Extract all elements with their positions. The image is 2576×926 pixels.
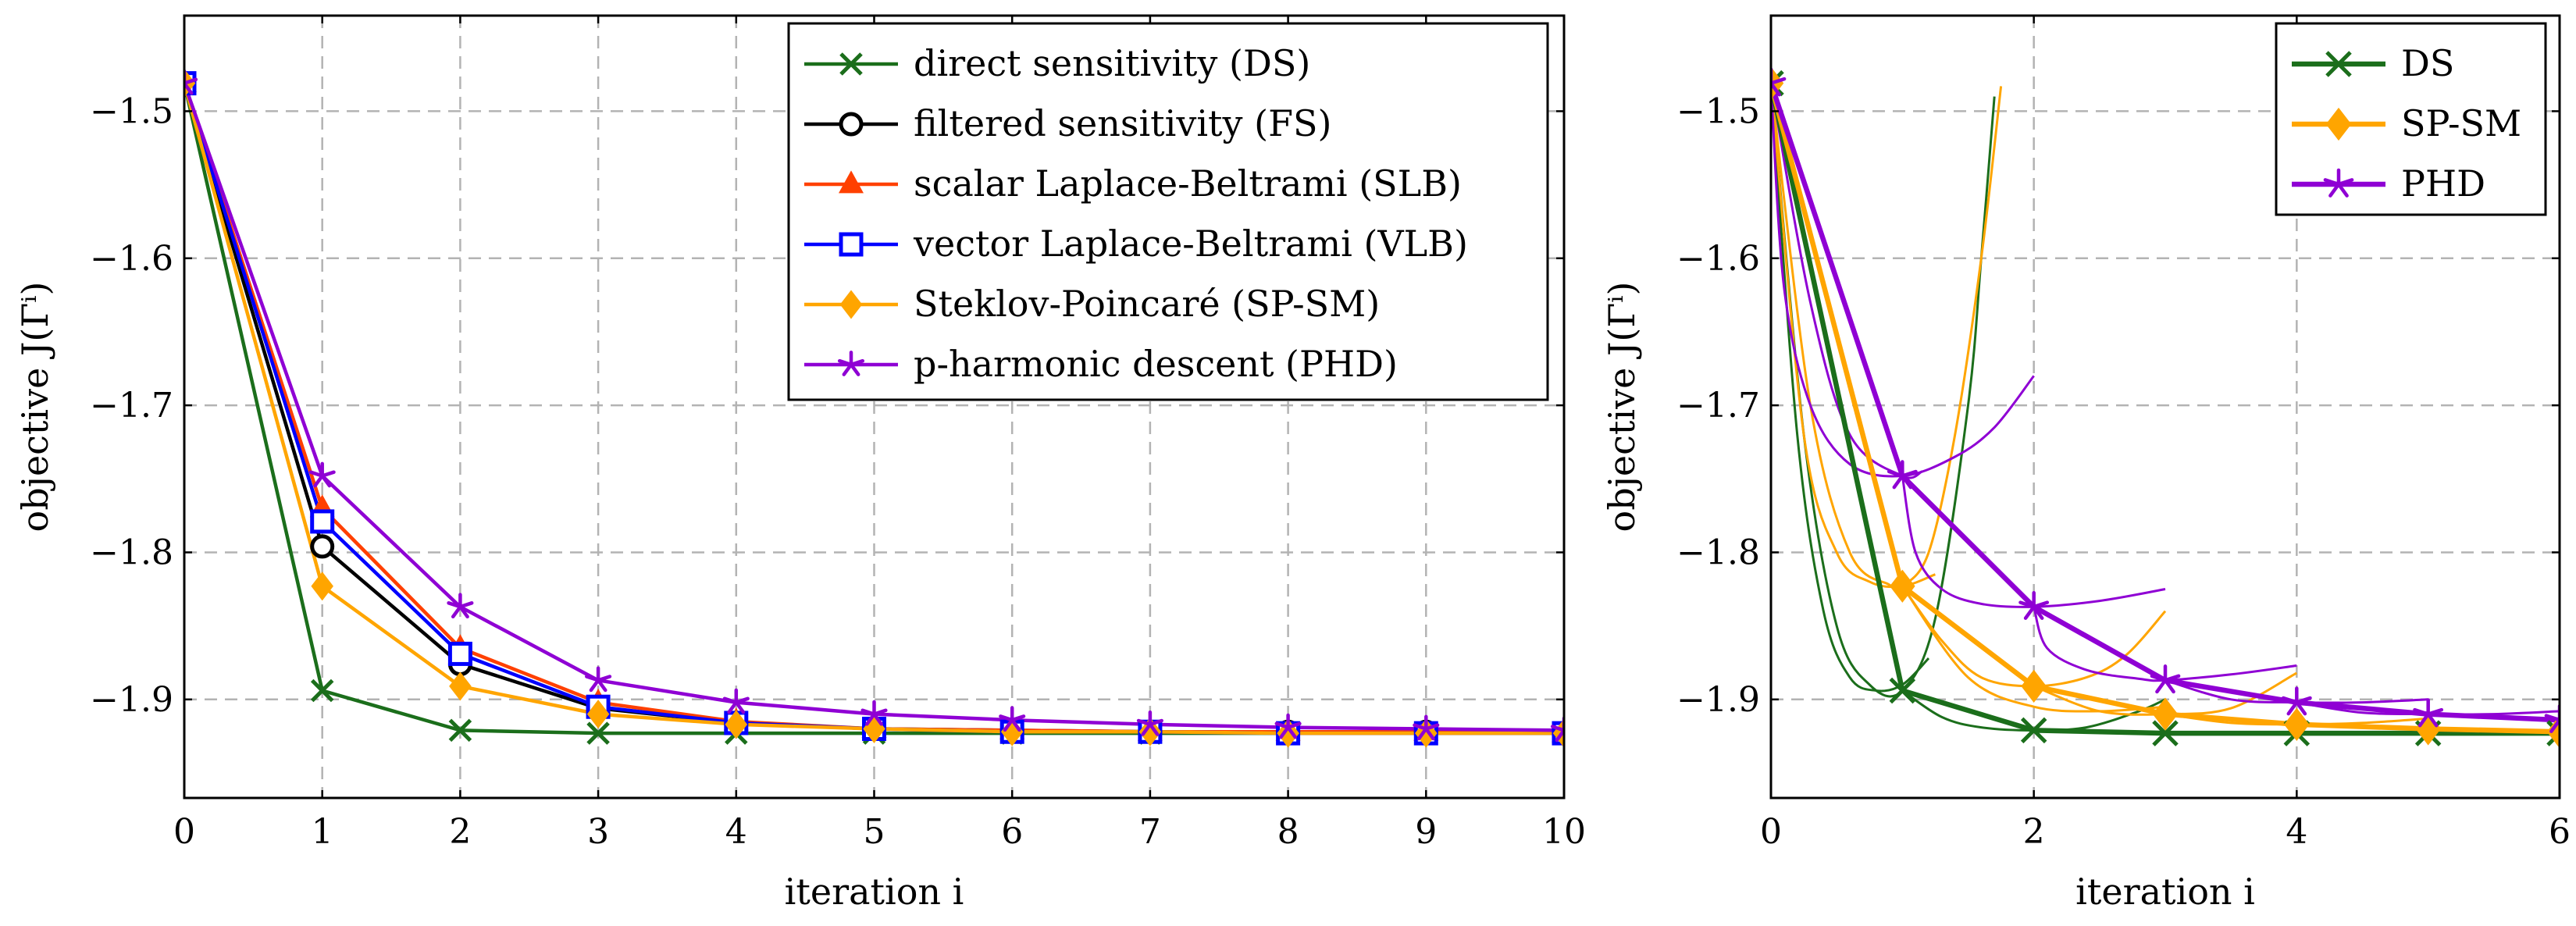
data-point-s4	[447, 641, 472, 666]
x-tick-label: 9	[1415, 812, 1437, 852]
x-tick-label: 2	[2023, 812, 2045, 852]
legend-entry-label: SP-SM	[2401, 102, 2521, 144]
line-search-curve-ds	[1771, 83, 1930, 693]
y-tick-label: −1.5	[90, 91, 173, 131]
data-point-s6	[447, 593, 474, 619]
data-point-s6	[860, 700, 888, 726]
x-tick-label: 6	[1001, 812, 1023, 852]
plot-frame	[1769, 14, 2561, 800]
x-tick-label: 8	[1277, 812, 1299, 852]
data-point-s5	[1138, 717, 1162, 746]
data-point-s6	[1413, 714, 1440, 741]
x-tick-label: 3	[587, 812, 609, 852]
data-point-s2	[1771, 66, 1784, 100]
data-point-s6	[722, 688, 750, 714]
y-tick-label: −1.5	[1676, 91, 1760, 131]
chart-1: 0 1 2 3 4 5 6 7 8 9 10 −1.5 −1.6 −1.7 −1.8 −1.9 iteratio…	[14, 14, 1586, 913]
x-tick-label: 10	[1542, 812, 1586, 852]
data-point-s3	[2018, 590, 2050, 620]
legend-marker	[839, 170, 864, 194]
x-axis-label: iteration i	[785, 871, 964, 913]
data-point-s5	[725, 710, 748, 739]
y-tick-label: −1.7	[90, 386, 173, 426]
data-point-s3	[2150, 664, 2181, 694]
data-point-s6	[585, 666, 612, 693]
data-point-s3	[1887, 460, 1918, 490]
data-point-s5	[449, 671, 472, 701]
legend: DS SP-SM PHD	[2275, 22, 2547, 216]
legend-marker	[839, 232, 864, 257]
x-tick-label: 5	[864, 812, 885, 852]
x-tick-label: 2	[449, 812, 471, 852]
y-tick-label: −1.6	[1676, 239, 1760, 279]
legend-marker	[839, 52, 863, 76]
line-search-curve-sp-sm	[1901, 585, 2166, 713]
x-tick-label: 0	[173, 812, 195, 852]
data-point-s2	[2021, 669, 2047, 703]
data-point-s1	[310, 678, 334, 703]
x-tick-label: 4	[2286, 812, 2307, 852]
data-point-s6	[308, 461, 336, 488]
x-tick-label: 0	[1760, 812, 1782, 852]
x-tick-label: 7	[1139, 812, 1161, 852]
line-search-curve-phd	[1901, 475, 2166, 608]
data-point-s1	[1889, 677, 1916, 704]
legend-marker	[2325, 107, 2352, 141]
legend-entry-label: p-harmonic descent (PHD)	[914, 343, 1398, 385]
line-search-curve-phd	[1771, 83, 2035, 478]
legend-marker	[2325, 51, 2352, 77]
y-tick-label: −1.9	[1676, 680, 1760, 720]
legend-entry-label: direct sensitivity (DS)	[914, 42, 1310, 84]
data-point-s1	[586, 721, 610, 745]
legend-entry-label: filtered sensitivity (FS)	[914, 102, 1331, 144]
data-point-s2	[310, 534, 335, 559]
data-point-s6	[999, 706, 1026, 732]
data-point-s4	[310, 509, 335, 534]
legend-marker	[2323, 168, 2354, 198]
line-search-curve-phd	[2033, 606, 2297, 682]
plot-area	[1771, 66, 2560, 749]
x-tick-label: 4	[725, 812, 747, 852]
y-axis-label: objective J(Γⁱ)	[14, 282, 56, 532]
data-point-s3	[2413, 698, 2444, 728]
data-point-s3	[1771, 67, 1787, 97]
x-tick-label: 1	[312, 812, 333, 852]
data-point-s6	[1274, 713, 1302, 739]
legend-entry-label: scalar Laplace-Beltrami (SLB)	[914, 162, 1462, 205]
data-point-s2	[2152, 697, 2179, 731]
y-tick-label: −1.8	[1676, 532, 1760, 572]
data-point-s5	[311, 572, 333, 601]
legend-box	[787, 22, 1549, 401]
data-point-s1	[2152, 720, 2179, 746]
data-point-s1	[2020, 717, 2047, 744]
x-tick-label: 6	[2549, 812, 2571, 852]
legend-entry-label: PHD	[2401, 162, 2485, 205]
y-tick-label: −1.9	[90, 680, 173, 720]
data-point-s6	[1136, 710, 1163, 736]
legend-marker	[839, 112, 864, 137]
data-point-s6	[184, 69, 198, 95]
data-point-s3	[2281, 686, 2312, 716]
legend-marker	[839, 290, 863, 319]
legend-entry-label: vector Laplace-Beltrami (VLB)	[913, 223, 1468, 265]
data-point-s2	[2284, 707, 2310, 741]
legend-marker	[837, 351, 865, 376]
y-axis-label: objective J(Γⁱ)	[1601, 282, 1643, 532]
plot-area	[184, 69, 1564, 748]
legend-entry-label: Steklov-Poincaré (SP-SM)	[914, 283, 1380, 325]
x-axis-label: iteration i	[2075, 871, 2255, 913]
y-tick-label: −1.8	[90, 532, 173, 572]
legend-entry-label: DS	[2401, 42, 2454, 84]
data-point-s2	[1890, 569, 1915, 603]
data-point-s1	[448, 718, 472, 743]
data-point-s5	[586, 700, 610, 729]
y-tick-label: −1.6	[90, 239, 173, 279]
legend: direct sensitivity (DS) filtered sensitiv…	[787, 22, 1549, 401]
y-tick-label: −1.7	[1676, 386, 1760, 426]
chart-2: 0 2 4 6 −1.5 −1.6 −1.7 −1.8 −1.9 iteration i objec…	[1601, 14, 2571, 913]
